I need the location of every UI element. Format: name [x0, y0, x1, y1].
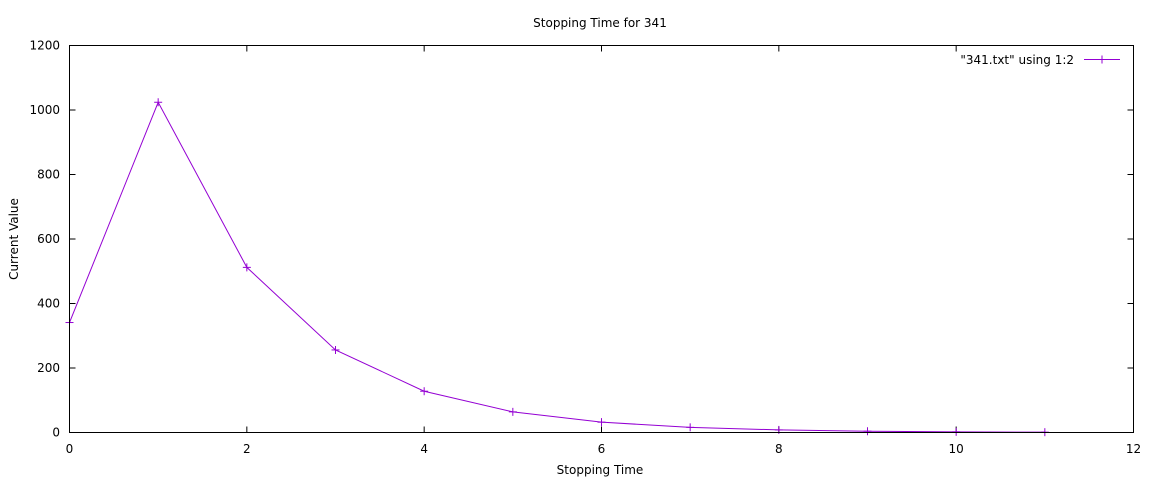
y-tick-label: 1000	[29, 103, 60, 117]
data-point-marker	[508, 407, 517, 416]
y-tick-label: 200	[37, 361, 60, 375]
x-tick-label: 2	[243, 442, 251, 456]
y-tick-label: 600	[37, 232, 60, 246]
y-tick-label: 800	[37, 168, 60, 182]
plot-frame	[69, 45, 1134, 433]
y-tick-label: 400	[37, 297, 60, 311]
data-point-marker	[597, 418, 606, 427]
y-tick-label: 1200	[29, 39, 60, 53]
x-tick-label: 6	[598, 442, 606, 456]
x-tick-label: 12	[1126, 442, 1141, 456]
legend-line-sample	[1084, 55, 1120, 64]
series-line	[69, 101, 1045, 433]
data-point-marker	[863, 427, 872, 436]
x-tick-label: 8	[775, 442, 783, 456]
chart-title: Stopping Time for 341	[533, 16, 667, 30]
series-layer	[65, 98, 1049, 437]
y-axis-label: Current Value	[7, 198, 21, 280]
x-tick-label: 0	[66, 442, 74, 456]
legend: "341.txt" using 1:2	[960, 53, 1120, 67]
data-point-marker	[242, 263, 251, 272]
data-point-marker	[331, 345, 340, 354]
legend-label: "341.txt" using 1:2	[960, 53, 1074, 67]
x-tick-label: 10	[949, 442, 964, 456]
data-point-marker	[420, 387, 429, 396]
x-axis-label: Stopping Time	[557, 463, 644, 477]
x-tick-label: 4	[420, 442, 428, 456]
data-point-marker	[686, 423, 695, 432]
y-tick-label: 0	[52, 426, 60, 440]
data-point-marker	[952, 427, 961, 436]
data-point-marker	[154, 98, 163, 107]
axes: 0 2 4 6 8 10 12 0 200 400 600 800 1000 1200	[29, 39, 1141, 457]
